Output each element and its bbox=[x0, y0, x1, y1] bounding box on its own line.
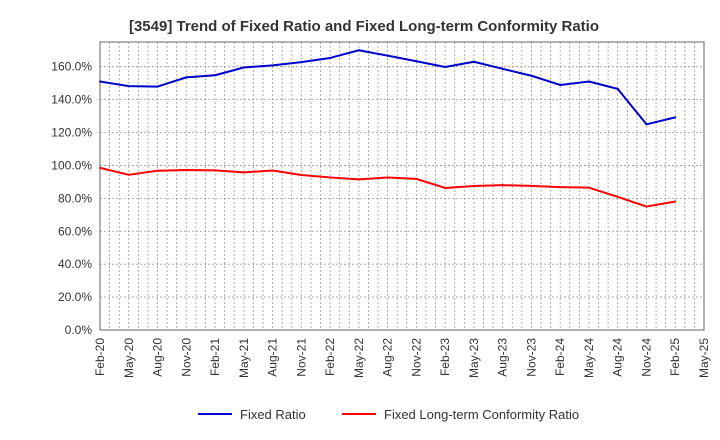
y-axis: 0.0% 20.0% 40.0% 60.0% 80.0% 100.0% 120.0% 140.… bbox=[51, 60, 92, 337]
x-tick-label: Feb-21 bbox=[208, 338, 222, 376]
data-point bbox=[271, 169, 274, 172]
data-point bbox=[99, 166, 101, 169]
legend: Fixed Ratio Fixed Long-term Conformity Ra… bbox=[198, 407, 579, 422]
x-tick-label: Aug-21 bbox=[266, 338, 280, 377]
data-point bbox=[415, 60, 418, 63]
data-point bbox=[501, 184, 504, 187]
data-point bbox=[501, 67, 504, 70]
data-point bbox=[185, 76, 188, 79]
data-point bbox=[472, 185, 475, 187]
data-point bbox=[127, 173, 130, 176]
x-tick-label: Aug-23 bbox=[496, 338, 510, 377]
chart-title: [3549] Trend of Fixed Ratio and Fixed Lo… bbox=[129, 18, 599, 35]
x-tick-label: May-22 bbox=[352, 338, 366, 378]
x-tick-label: Aug-24 bbox=[611, 338, 625, 377]
data-point bbox=[214, 169, 217, 172]
data-point bbox=[156, 169, 159, 172]
data-point bbox=[674, 116, 677, 119]
series-layer bbox=[99, 49, 677, 208]
data-point bbox=[242, 66, 245, 69]
data-point bbox=[386, 176, 389, 179]
data-point bbox=[214, 74, 217, 77]
x-tick-label: Feb-20 bbox=[93, 338, 107, 376]
y-tick-label: 20.0% bbox=[58, 290, 92, 304]
data-point bbox=[587, 80, 590, 83]
x-tick-label: May-23 bbox=[467, 338, 481, 378]
data-point bbox=[587, 186, 590, 189]
y-tick-label: 0.0% bbox=[65, 323, 93, 337]
data-point bbox=[185, 169, 188, 172]
data-point bbox=[329, 176, 332, 179]
legend-label: Fixed Ratio bbox=[240, 407, 306, 422]
y-tick-label: 40.0% bbox=[58, 257, 92, 271]
data-point bbox=[645, 123, 648, 126]
data-point bbox=[472, 60, 475, 63]
y-tick-label: 140.0% bbox=[51, 93, 92, 107]
y-tick-label: 100.0% bbox=[51, 158, 92, 172]
x-tick-label: May-20 bbox=[122, 338, 136, 378]
data-point bbox=[674, 200, 677, 203]
x-tick-label: May-21 bbox=[237, 338, 251, 378]
data-point bbox=[357, 49, 360, 52]
grid bbox=[100, 42, 704, 330]
x-tick-label: Feb-22 bbox=[323, 338, 337, 376]
x-tick-label: Feb-24 bbox=[553, 338, 567, 376]
data-point bbox=[329, 56, 332, 59]
data-point bbox=[645, 205, 648, 208]
data-point bbox=[271, 64, 274, 67]
y-tick-label: 120.0% bbox=[51, 126, 92, 140]
y-tick-label: 80.0% bbox=[58, 191, 92, 205]
legend-label: Fixed Long-term Conformity Ratio bbox=[384, 407, 579, 422]
data-point bbox=[300, 173, 303, 176]
data-point bbox=[415, 177, 418, 180]
data-point bbox=[559, 83, 562, 86]
data-point bbox=[559, 186, 562, 189]
data-point bbox=[127, 85, 130, 88]
x-tick-label: Nov-22 bbox=[409, 338, 423, 377]
data-point bbox=[357, 178, 360, 181]
data-point bbox=[300, 61, 303, 64]
x-tick-label: Feb-25 bbox=[668, 338, 682, 376]
x-tick-label: Nov-23 bbox=[524, 338, 538, 377]
x-tick-label: May-25 bbox=[697, 338, 711, 378]
data-point bbox=[444, 66, 447, 69]
data-point bbox=[156, 85, 159, 88]
x-tick-label: Nov-24 bbox=[639, 338, 653, 377]
data-point bbox=[444, 186, 447, 189]
x-tick-label: Aug-22 bbox=[381, 338, 395, 377]
data-point bbox=[386, 54, 389, 57]
data-point bbox=[530, 184, 533, 187]
x-tick-label: May-24 bbox=[582, 338, 596, 378]
data-point bbox=[530, 74, 533, 77]
y-tick-label: 160.0% bbox=[51, 60, 92, 74]
x-axis: Feb-20 May-20 Aug-20 Nov-20 Feb-21 May-21 Aug-… bbox=[93, 338, 711, 378]
data-point bbox=[616, 87, 619, 90]
plot-area bbox=[99, 41, 705, 331]
x-tick-label: Aug-20 bbox=[151, 338, 165, 377]
x-tick-label: Nov-20 bbox=[179, 338, 193, 377]
x-tick-label: Nov-21 bbox=[294, 338, 308, 377]
data-point bbox=[99, 80, 101, 83]
data-point bbox=[242, 171, 245, 174]
x-tick-label: Feb-23 bbox=[438, 338, 452, 376]
y-tick-label: 60.0% bbox=[58, 224, 92, 238]
data-point bbox=[616, 195, 619, 198]
